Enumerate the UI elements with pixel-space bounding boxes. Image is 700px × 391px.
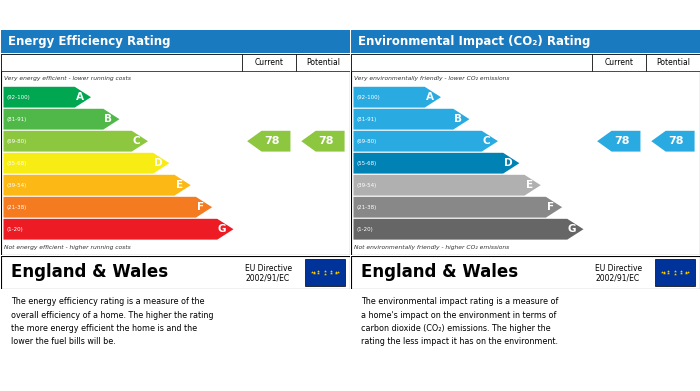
Text: (1-20): (1-20) (357, 227, 374, 232)
Text: D: D (154, 158, 162, 168)
Text: D: D (504, 158, 512, 168)
Text: 2002/91/EC: 2002/91/EC (245, 274, 289, 283)
Polygon shape (4, 153, 169, 174)
Text: The environmental impact rating is a measure of
a home's impact on the environme: The environmental impact rating is a mea… (361, 298, 559, 346)
Polygon shape (4, 219, 234, 240)
Polygon shape (4, 87, 91, 108)
Text: Potential: Potential (656, 58, 690, 67)
Text: G: G (568, 224, 576, 234)
Bar (304, 259, 345, 286)
Text: (55-68): (55-68) (357, 161, 377, 166)
Polygon shape (4, 175, 190, 196)
Text: 2002/91/EC: 2002/91/EC (595, 274, 639, 283)
Text: Current: Current (604, 58, 634, 67)
Text: (92-100): (92-100) (7, 95, 31, 100)
Text: (69-80): (69-80) (7, 139, 27, 143)
Bar (592, 54, 646, 71)
Text: Very energy efficient - lower running costs: Very energy efficient - lower running co… (4, 76, 131, 81)
Text: F: F (547, 202, 554, 212)
Bar (646, 54, 700, 71)
Polygon shape (301, 131, 344, 152)
Text: E: E (176, 180, 183, 190)
Text: C: C (133, 136, 141, 146)
Polygon shape (597, 131, 641, 152)
Text: (55-68): (55-68) (7, 161, 27, 166)
Text: The energy efficiency rating is a measure of the
overall efficiency of a home. T: The energy efficiency rating is a measur… (11, 298, 213, 346)
Text: C: C (483, 136, 491, 146)
Text: 78: 78 (668, 136, 684, 146)
Polygon shape (4, 197, 212, 218)
Text: F: F (197, 202, 204, 212)
Text: Potential: Potential (306, 58, 340, 67)
Text: Very environmentally friendly - lower CO₂ emissions: Very environmentally friendly - lower CO… (354, 76, 510, 81)
Text: G: G (218, 224, 226, 234)
Text: England & Wales: England & Wales (11, 263, 168, 282)
Bar (654, 259, 695, 286)
Polygon shape (354, 87, 441, 108)
Polygon shape (4, 131, 148, 152)
Text: E: E (526, 180, 533, 190)
Bar (1, 54, 241, 71)
Text: 78: 78 (264, 136, 279, 146)
Text: EU Directive: EU Directive (595, 264, 643, 273)
Text: (1-20): (1-20) (7, 227, 24, 232)
Polygon shape (354, 109, 470, 129)
Bar (241, 54, 296, 71)
Text: (69-80): (69-80) (357, 139, 377, 143)
Text: Energy Efficiency Rating: Energy Efficiency Rating (8, 35, 170, 48)
Polygon shape (354, 197, 562, 218)
Text: 78: 78 (318, 136, 334, 146)
Bar (351, 54, 592, 71)
Text: (81-91): (81-91) (7, 117, 27, 122)
Polygon shape (354, 175, 540, 196)
Text: (81-91): (81-91) (357, 117, 377, 122)
Text: Environmental Impact (CO₂) Rating: Environmental Impact (CO₂) Rating (358, 35, 590, 48)
Polygon shape (354, 153, 519, 174)
Text: (92-100): (92-100) (357, 95, 381, 100)
Polygon shape (247, 131, 290, 152)
Text: B: B (104, 114, 112, 124)
Text: (21-38): (21-38) (357, 205, 377, 210)
Text: A: A (76, 92, 83, 102)
Polygon shape (354, 219, 584, 240)
Text: Not energy efficient - higher running costs: Not energy efficient - higher running co… (4, 245, 131, 250)
Polygon shape (651, 131, 694, 152)
Text: EU Directive: EU Directive (245, 264, 293, 273)
Polygon shape (354, 131, 498, 152)
Text: (21-38): (21-38) (7, 205, 27, 210)
Bar (296, 54, 350, 71)
Polygon shape (4, 109, 120, 129)
Text: Current: Current (254, 58, 284, 67)
Text: A: A (426, 92, 433, 102)
Text: 78: 78 (614, 136, 629, 146)
Text: (39-54): (39-54) (7, 183, 27, 188)
Text: B: B (454, 114, 462, 124)
Text: Not environmentally friendly - higher CO₂ emissions: Not environmentally friendly - higher CO… (354, 245, 510, 250)
Text: (39-54): (39-54) (357, 183, 377, 188)
Text: England & Wales: England & Wales (361, 263, 518, 282)
